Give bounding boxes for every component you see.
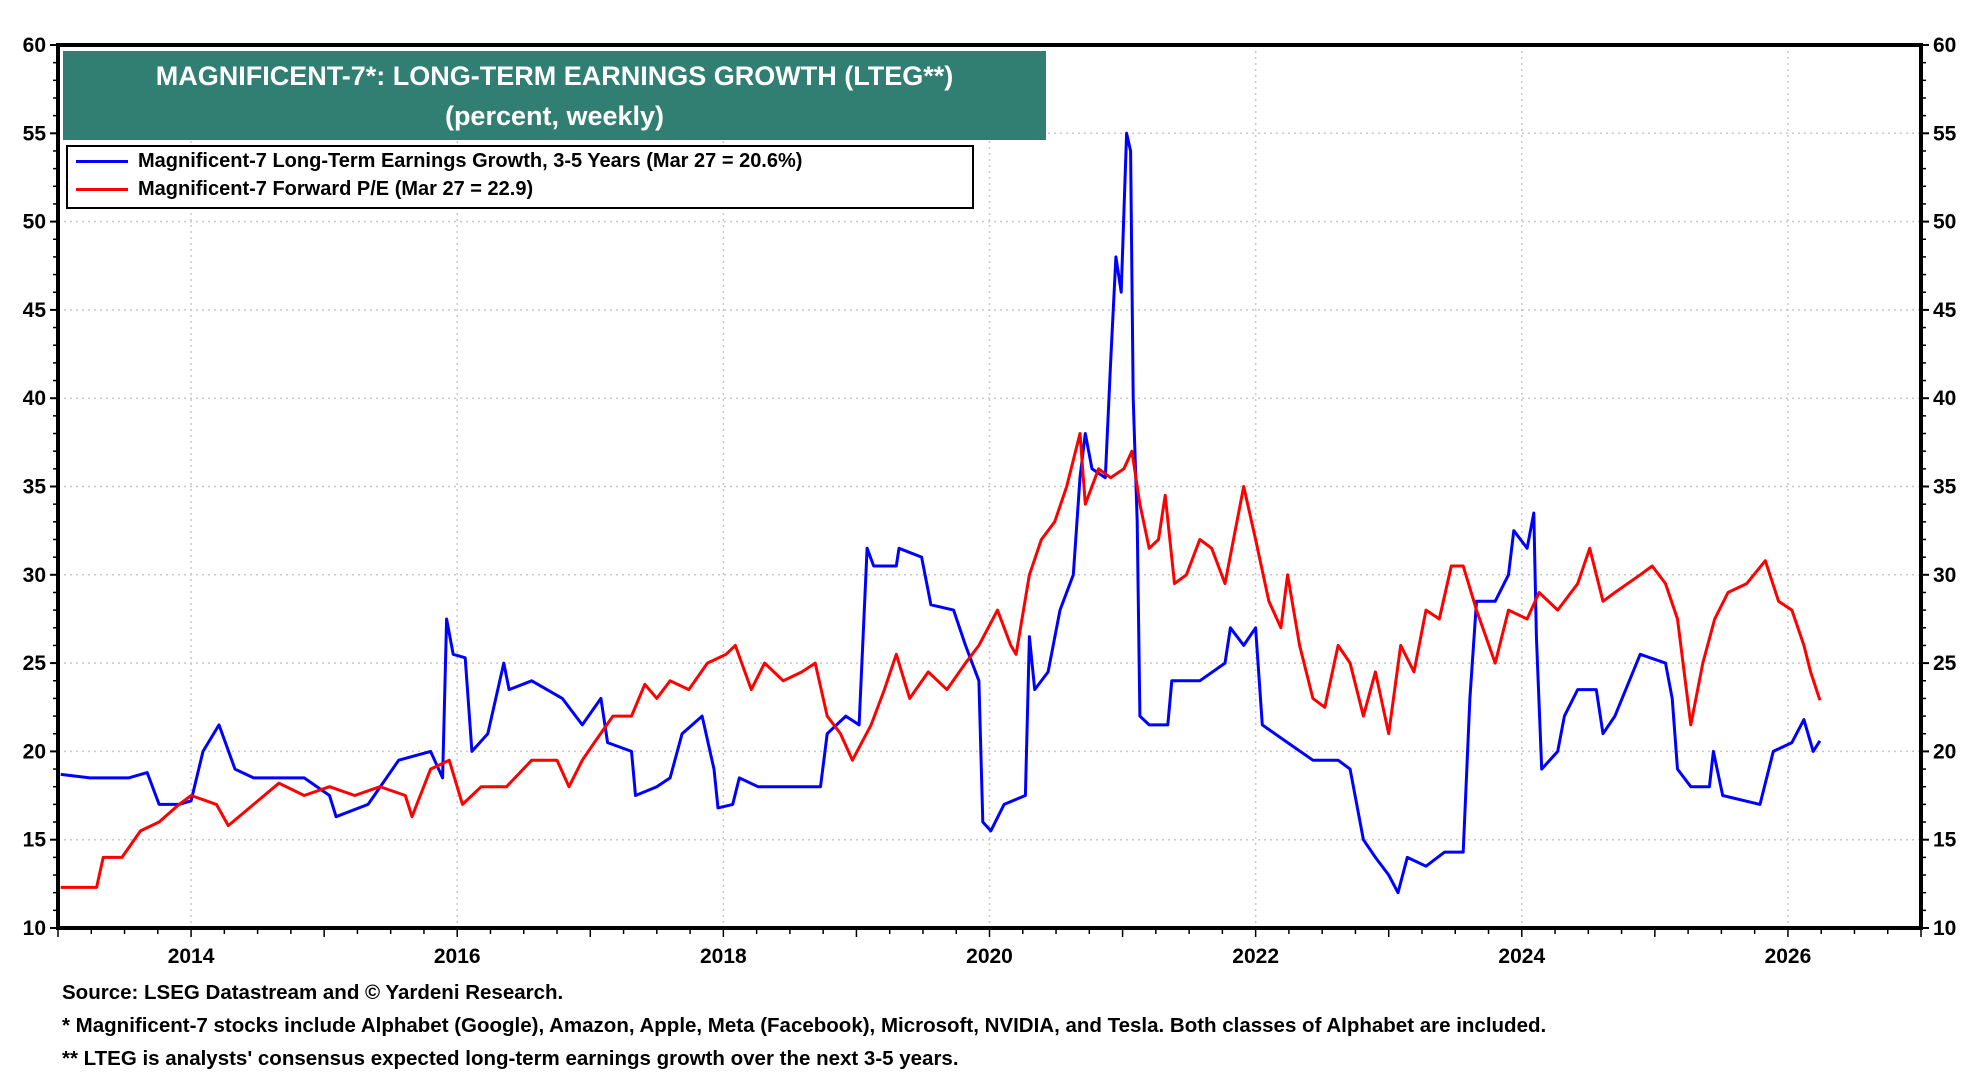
legend-swatch-blue xyxy=(76,159,128,163)
series-line-forward-pe xyxy=(60,432,1822,889)
legend-swatch-red xyxy=(76,187,128,191)
y-tick-label-left: 20 xyxy=(23,740,46,763)
y-tick-label-right: 40 xyxy=(1933,387,1956,410)
y-tick-label-left: 25 xyxy=(23,652,47,675)
y-tick-label-left: 40 xyxy=(23,387,46,410)
y-tick-label-left: 30 xyxy=(23,564,46,587)
y-tick-label-right: 50 xyxy=(1933,211,1956,234)
chart-subtitle: (percent, weekly) xyxy=(444,101,665,131)
y-tick-label-left: 10 xyxy=(23,917,46,940)
legend-label-lteg: Magnificent-7 Long-Term Earnings Growth,… xyxy=(138,149,803,172)
y-tick-label-right: 25 xyxy=(1933,652,1957,675)
x-tick-label: 2016 xyxy=(434,945,481,968)
y-tick-label-left: 50 xyxy=(23,211,46,234)
chart-title-box: MAGNIFICENT-7*: LONG-TERM EARNINGS GROWT… xyxy=(63,51,1046,140)
y-tick-label-right: 55 xyxy=(1933,122,1957,145)
footnote-mag7: * Magnificent-7 stocks include Alphabet … xyxy=(62,1014,1547,1037)
x-tick-label: 2026 xyxy=(1765,945,1812,968)
series-line-lteg xyxy=(60,131,1822,895)
legend: Magnificent-7 Long-Term Earnings Growth,… xyxy=(66,145,974,209)
y-tick-label-right: 35 xyxy=(1933,476,1957,499)
x-tick-label: 2024 xyxy=(1498,945,1545,968)
source-note: Source: LSEG Datastream and © Yardeni Re… xyxy=(62,981,564,1004)
y-tick-label-right: 30 xyxy=(1933,564,1956,587)
footnote-lteg: ** LTEG is analysts' consensus expected … xyxy=(62,1047,959,1070)
y-tick-label-left: 45 xyxy=(23,299,47,322)
y-tick-label-left: 60 xyxy=(23,34,46,57)
y-tick-label-right: 15 xyxy=(1933,829,1957,852)
x-tick-label: 2014 xyxy=(168,945,215,968)
legend-label-pe: Magnificent-7 Forward P/E (Mar 27 = 22.9… xyxy=(138,177,534,200)
y-tick-label-left: 55 xyxy=(23,122,47,145)
x-tick-label: 2018 xyxy=(700,945,747,968)
x-tick-label: 2022 xyxy=(1232,945,1279,968)
y-tick-label-right: 45 xyxy=(1933,299,1957,322)
series-layer xyxy=(60,131,1822,895)
x-tick-label: 2020 xyxy=(966,945,1013,968)
legend-item-pe: Magnificent-7 Forward P/E (Mar 27 = 22.9… xyxy=(68,175,972,203)
chart-title: MAGNIFICENT-7*: LONG-TERM EARNINGS GROWT… xyxy=(155,61,954,91)
y-tick-label-right: 10 xyxy=(1933,917,1956,940)
legend-item-lteg: Magnificent-7 Long-Term Earnings Growth,… xyxy=(68,147,972,175)
y-tick-label-left: 15 xyxy=(23,829,47,852)
y-tick-label-right: 20 xyxy=(1933,740,1956,763)
y-tick-label-right: 60 xyxy=(1933,34,1956,57)
y-tick-label-left: 35 xyxy=(23,476,47,499)
